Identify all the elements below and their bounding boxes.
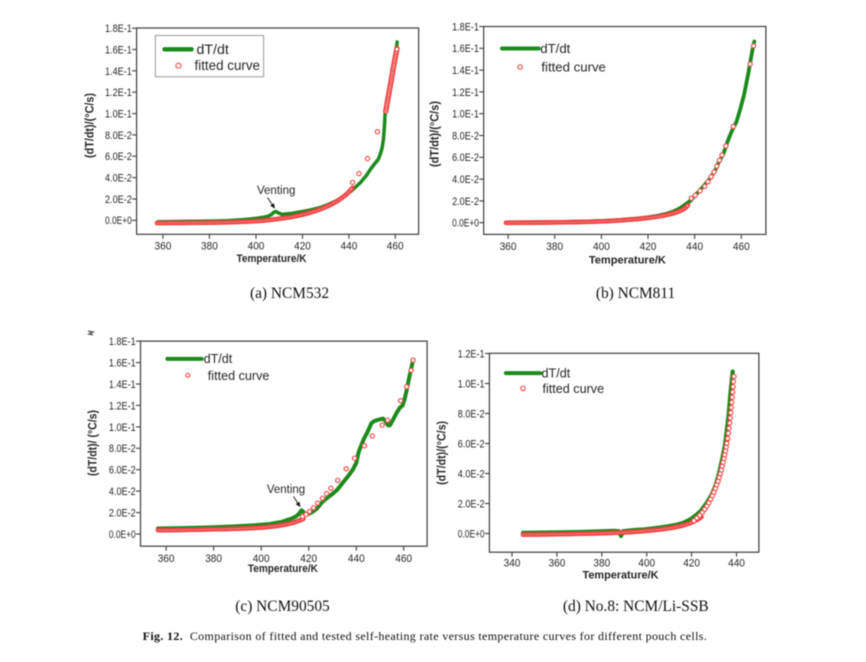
svg-text:4.0E-2: 4.0E-2 [458, 468, 485, 480]
svg-text:4.0E-2: 4.0E-2 [109, 486, 136, 498]
svg-text:1.0E-1: 1.0E-1 [458, 378, 485, 390]
svg-text:420: 420 [640, 241, 657, 253]
svg-text:8.0E-2: 8.0E-2 [109, 443, 136, 455]
svg-text:400: 400 [248, 240, 265, 252]
svg-text:2.0E-2: 2.0E-2 [109, 508, 136, 520]
svg-text:0.0E+0: 0.0E+0 [458, 528, 485, 540]
svg-text:8.0E-2: 8.0E-2 [452, 130, 479, 142]
svg-text:380: 380 [201, 240, 218, 252]
svg-text:380: 380 [546, 241, 563, 253]
svg-text:360: 360 [155, 240, 172, 252]
svg-text:1.6E-1: 1.6E-1 [105, 44, 132, 56]
svg-text:Venting: Venting [257, 185, 295, 197]
svg-text:0.0E+0: 0.0E+0 [452, 218, 479, 230]
svg-text:440: 440 [686, 241, 703, 253]
svg-text:1.4E-1: 1.4E-1 [109, 379, 136, 391]
svg-text:380: 380 [593, 557, 610, 569]
svg-text:440: 440 [341, 240, 358, 252]
svg-text:0.0E+0: 0.0E+0 [109, 529, 136, 541]
svg-text:440: 440 [348, 553, 365, 565]
svg-text:1.2E-1: 1.2E-1 [105, 87, 132, 99]
svg-text:8.0E-2: 8.0E-2 [105, 130, 132, 142]
svg-text:Temperature/K: Temperature/K [589, 255, 666, 267]
svg-text:6.0E-2: 6.0E-2 [452, 152, 479, 164]
svg-text:(dT/dt)/(°C/s): (dT/dt)/(°C/s) [84, 93, 97, 158]
svg-text:0.0E+0: 0.0E+0 [105, 215, 132, 227]
svg-text:Temperature/K: Temperature/K [237, 253, 307, 265]
svg-text:340: 340 [504, 557, 521, 569]
svg-text:1.0E-1: 1.0E-1 [105, 109, 132, 121]
svg-text:1.4E-1: 1.4E-1 [452, 65, 479, 77]
svg-text:400: 400 [253, 553, 270, 565]
svg-text:1.0E-1: 1.0E-1 [109, 422, 136, 434]
svg-text:6.0E-2: 6.0E-2 [105, 151, 132, 163]
svg-text:420: 420 [300, 553, 317, 565]
svg-text:1.6E-1: 1.6E-1 [109, 358, 136, 370]
svg-text:1.8E-1: 1.8E-1 [452, 21, 479, 33]
svg-text:fitted curve: fitted curve [208, 369, 270, 383]
svg-text:dT/dt: dT/dt [542, 366, 571, 380]
svg-text:2.0E-2: 2.0E-2 [458, 498, 485, 510]
svg-text:1.8E-1: 1.8E-1 [109, 336, 136, 348]
svg-text:1.2E-1: 1.2E-1 [109, 400, 136, 412]
svg-text:460: 460 [395, 553, 412, 565]
svg-text:2.0E-2: 2.0E-2 [105, 194, 132, 206]
svg-text:1.2E-1: 1.2E-1 [452, 87, 479, 99]
svg-text:(dT/dt)/(°C/s): (dT/dt)/(°C/s) [428, 101, 441, 167]
svg-text:8.0E-2: 8.0E-2 [458, 408, 485, 420]
svg-text:420: 420 [294, 240, 311, 252]
svg-text:1.2E-1: 1.2E-1 [458, 348, 485, 360]
svg-text:dT/dt: dT/dt [204, 352, 233, 366]
svg-text:360: 360 [500, 241, 517, 253]
svg-text:440: 440 [728, 557, 745, 569]
svg-text:1.8E-1: 1.8E-1 [105, 23, 132, 35]
svg-text:Temperature/K: Temperature/K [583, 569, 659, 581]
svg-text:400: 400 [638, 557, 655, 569]
svg-text:380: 380 [205, 553, 222, 565]
svg-text:(dT/dt)/(°C/s): (dT/dt)/(°C/s) [436, 421, 449, 485]
svg-text:6.0E-2: 6.0E-2 [109, 465, 136, 477]
svg-text:420: 420 [683, 557, 700, 569]
svg-text:dT/dt: dT/dt [197, 42, 229, 58]
svg-text:Temperature/K: Temperature/K [248, 563, 318, 575]
svg-text:fitted curve: fitted curve [543, 382, 605, 396]
svg-text:4.0E-2: 4.0E-2 [452, 174, 479, 186]
svg-text:1.6E-1: 1.6E-1 [452, 43, 479, 55]
svg-text:fitted curve: fitted curve [541, 60, 606, 75]
svg-text:460: 460 [733, 241, 750, 253]
svg-text:dT/dt: dT/dt [540, 41, 570, 56]
svg-text:fitted curve: fitted curve [195, 58, 261, 73]
svg-text:Venting: Venting [267, 484, 305, 496]
svg-text:4.0E-2: 4.0E-2 [105, 173, 132, 185]
svg-text:360: 360 [549, 557, 566, 569]
svg-text:6.0E-2: 6.0E-2 [458, 438, 485, 450]
svg-text:2.0E-2: 2.0E-2 [452, 196, 479, 208]
svg-text:1.4E-1: 1.4E-1 [105, 66, 132, 78]
svg-text:400: 400 [593, 241, 610, 253]
svg-text:1.0E-1: 1.0E-1 [452, 109, 479, 121]
svg-text:(dT/dt)/ (°C/s): (dT/dt)/ (°C/s) [87, 410, 100, 476]
svg-text:460: 460 [387, 240, 404, 252]
svg-text:360: 360 [158, 553, 175, 565]
